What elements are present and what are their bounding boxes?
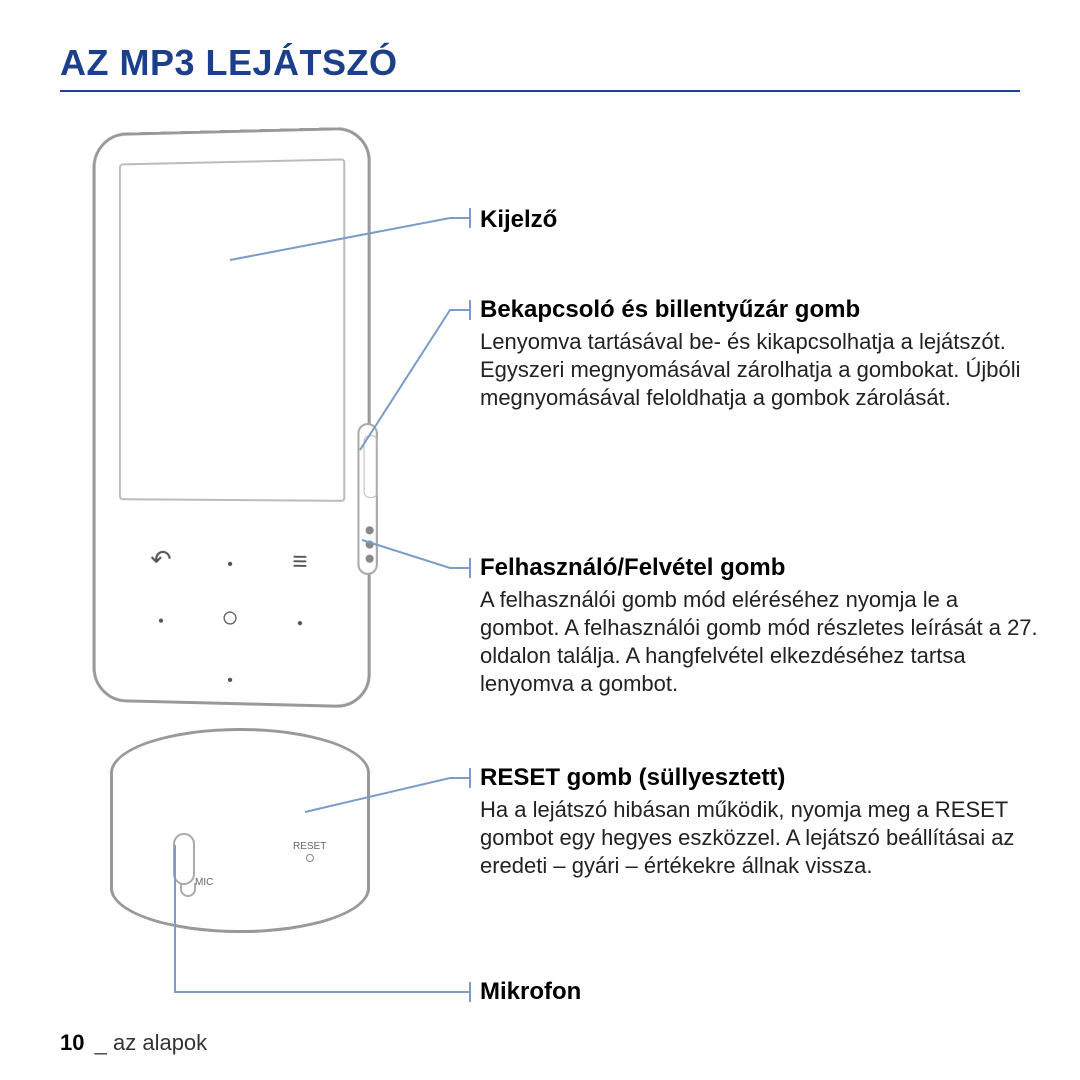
- content-area: ↶•≡ •○• • MIC RESET: [60, 130, 1020, 1010]
- label-user-body: A felhasználói gomb mód eléréséhez nyomj…: [480, 586, 1040, 699]
- side-buttons: [357, 423, 377, 575]
- title-rule: [60, 90, 1020, 92]
- label-mic-title: Mikrofon: [480, 978, 1040, 1006]
- page-footer: 10 _ az alapok: [60, 1030, 207, 1056]
- label-power: Bekapcsoló és billentyűzár gomb Lenyomva…: [480, 296, 1040, 412]
- mic-label: MIC: [195, 877, 213, 888]
- page-number: 10: [60, 1030, 84, 1055]
- footer-separator: _: [95, 1030, 107, 1055]
- label-power-body: Lenyomva tartásával be- és kikapcsolhatj…: [480, 328, 1040, 412]
- dock-base: MIC RESET: [110, 728, 370, 966]
- label-reset-title: RESET gomb (süllyesztett): [480, 764, 1040, 792]
- device-illustration: ↶•≡ •○• • MIC RESET: [70, 130, 410, 1010]
- label-display: Kijelző: [480, 206, 1040, 238]
- label-power-title: Bekapcsoló és billentyűzár gomb: [480, 296, 1040, 324]
- label-user: Felhasználó/Felvétel gomb A felhasználói…: [480, 554, 1040, 699]
- label-user-title: Felhasználó/Felvétel gomb: [480, 554, 1040, 582]
- label-display-title: Kijelző: [480, 206, 1040, 234]
- label-reset-body: Ha a lejátszó hibásan működik, nyomja me…: [480, 796, 1040, 880]
- player-screen: [119, 158, 345, 501]
- label-mic: Mikrofon: [480, 978, 1040, 1010]
- reset-indicator: RESET: [293, 841, 326, 862]
- label-reset: RESET gomb (süllyesztett) Ha a lejátszó …: [480, 764, 1040, 880]
- touch-buttons: ↶•≡ •○• •: [96, 530, 368, 709]
- player-body: ↶•≡ •○• •: [93, 126, 371, 708]
- microphone-icon: [173, 833, 195, 885]
- footer-text: az alapok: [113, 1030, 207, 1055]
- page-title: AZ MP3 LEJÁTSZÓ: [60, 42, 1020, 84]
